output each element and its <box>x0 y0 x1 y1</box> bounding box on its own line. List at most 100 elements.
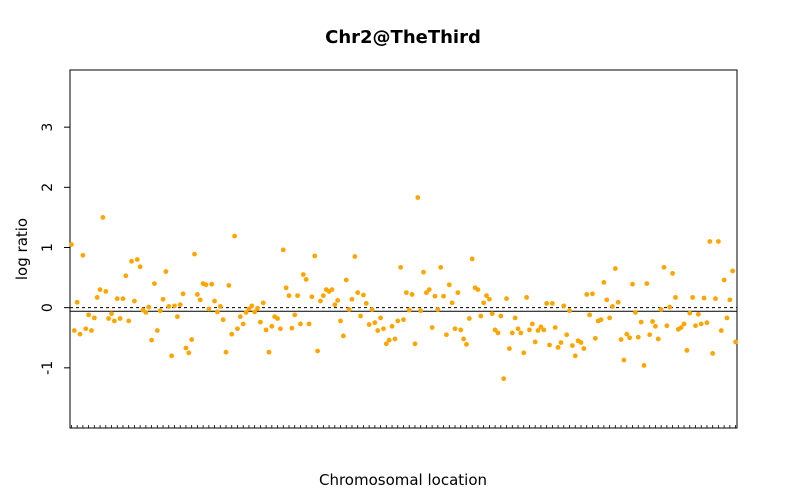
data-point <box>263 327 269 333</box>
data-point <box>315 348 321 354</box>
data-point <box>693 323 698 329</box>
data-point <box>366 322 372 327</box>
data-point <box>269 323 275 329</box>
data-point <box>486 296 492 302</box>
data-point <box>632 310 638 315</box>
data-point <box>237 314 243 320</box>
data-point <box>509 330 515 336</box>
data-point <box>475 287 481 293</box>
data-point <box>363 301 369 306</box>
data-point <box>478 313 484 319</box>
data-point <box>592 335 598 341</box>
data-point <box>673 295 678 300</box>
data-point <box>143 310 149 315</box>
data-point <box>114 296 120 302</box>
data-point <box>687 310 693 316</box>
data-point <box>343 277 349 283</box>
data-point <box>681 321 687 327</box>
data-point <box>361 292 366 298</box>
data-point <box>730 268 736 274</box>
data-point <box>255 305 260 311</box>
data-point <box>452 326 458 332</box>
data-point <box>203 282 209 288</box>
data-point <box>172 303 177 309</box>
data-point <box>295 293 300 299</box>
y-tick-label: 0 <box>40 303 56 312</box>
data-point <box>492 327 498 333</box>
data-point <box>358 313 363 319</box>
data-point <box>232 233 238 239</box>
data-point <box>598 317 604 323</box>
data-point <box>303 276 309 282</box>
data-point <box>441 293 446 299</box>
data-point <box>704 320 710 326</box>
data-point <box>177 302 183 308</box>
data-point <box>192 251 197 257</box>
y-axis-label: log ratio <box>13 218 31 280</box>
data-point <box>733 339 738 345</box>
data-point <box>627 335 633 341</box>
data-point <box>215 309 220 315</box>
data-point <box>318 298 323 304</box>
data-point <box>684 347 690 353</box>
data-point <box>432 293 438 299</box>
data-point <box>252 309 258 315</box>
data-point <box>100 215 106 220</box>
data-point <box>501 376 507 382</box>
data-point <box>532 339 538 345</box>
data-point <box>226 283 232 288</box>
data-point <box>80 252 86 258</box>
data-point <box>578 340 584 345</box>
data-point <box>466 316 472 321</box>
data-point <box>698 321 704 327</box>
data-point <box>275 316 280 321</box>
data-point <box>647 332 653 338</box>
data-point <box>590 291 595 297</box>
data-point <box>94 295 100 300</box>
data-point <box>246 306 252 312</box>
data-point <box>257 319 263 325</box>
data-point <box>154 328 160 333</box>
data-point <box>650 319 655 324</box>
data-point <box>690 295 696 300</box>
data-point <box>329 287 335 293</box>
data-point <box>635 334 641 340</box>
data-point <box>298 321 303 327</box>
data-point <box>260 300 266 306</box>
data-point <box>166 304 172 309</box>
data-point <box>641 363 647 368</box>
data-point <box>369 307 375 312</box>
data-point <box>481 300 487 306</box>
data-point <box>724 315 730 321</box>
data-point <box>392 336 398 342</box>
data-point <box>134 257 140 262</box>
data-point <box>567 308 572 314</box>
data-point <box>300 272 306 277</box>
data-point <box>653 323 658 329</box>
plot-frame <box>69 69 738 429</box>
data-point <box>129 258 134 264</box>
data-point <box>332 302 338 308</box>
data-point <box>349 296 355 302</box>
data-point <box>630 281 635 287</box>
data-point <box>521 350 527 356</box>
data-point <box>383 341 389 347</box>
data-point <box>77 331 83 337</box>
data-point <box>507 346 512 351</box>
data-point <box>309 294 315 300</box>
data-point <box>69 242 74 247</box>
data-point <box>157 308 163 314</box>
data-point <box>398 264 404 270</box>
data-point <box>409 292 415 297</box>
data-point <box>120 296 126 302</box>
data-point <box>515 326 521 332</box>
data-point <box>86 312 92 318</box>
data-point <box>132 298 137 304</box>
data-point <box>604 297 610 303</box>
data-point <box>581 346 587 351</box>
data-point <box>103 289 109 294</box>
y-tick-label: 2 <box>40 183 56 192</box>
data-point <box>718 328 724 333</box>
data-point <box>209 281 215 287</box>
